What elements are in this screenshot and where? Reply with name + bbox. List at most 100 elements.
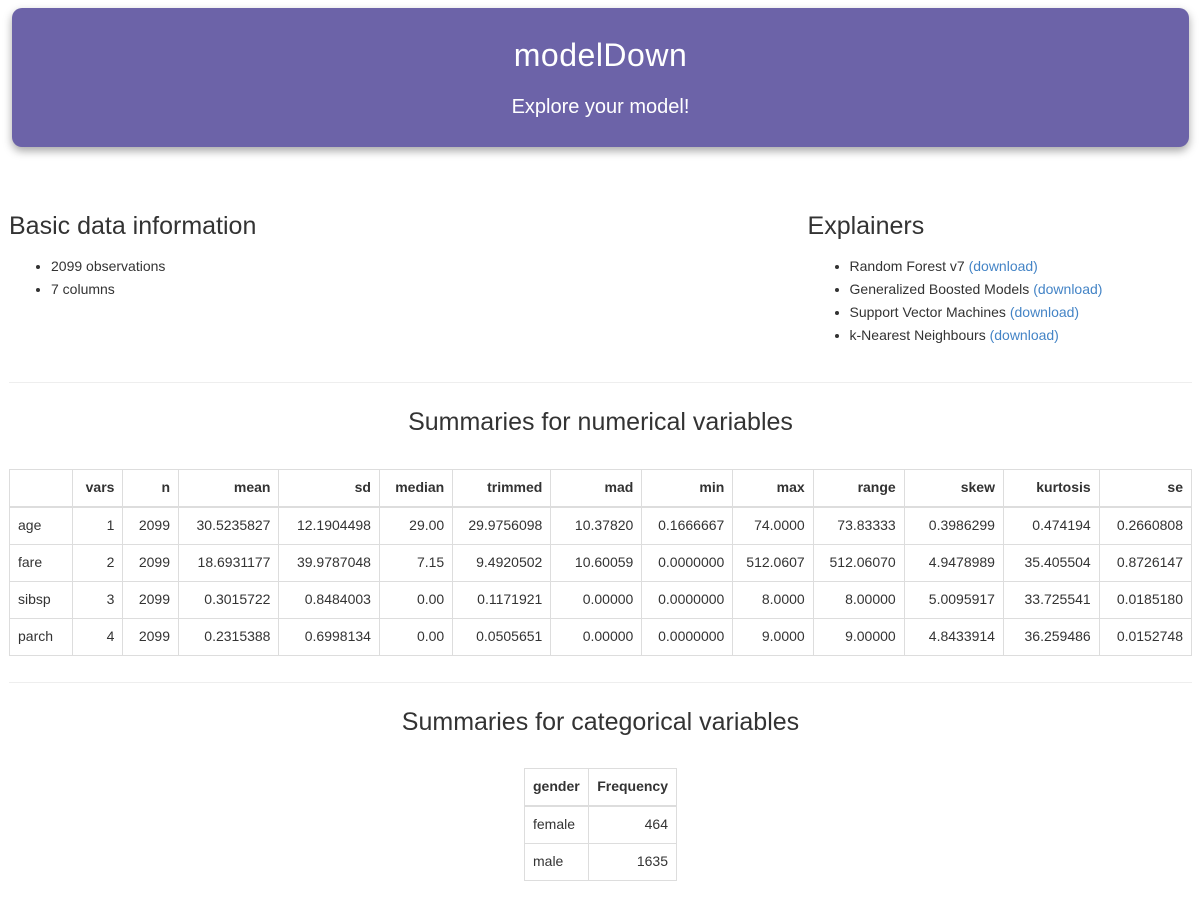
table-cell: 0.00 [378,617,454,656]
explainers-list: Random Forest v7 (download)Generalized B… [808,257,1192,346]
list-item: 2099 observations [51,257,808,277]
app-subtitle: Explore your model! [511,95,690,118]
column-header: max [732,468,814,508]
table-cell: 2099 [122,543,179,582]
page-header-banner: modelDown Explore your model! [12,8,1189,148]
column-header: mad [550,468,643,508]
table-cell: 8.00000 [812,580,905,619]
explainer-name: Generalized Boosted Models [849,280,1034,297]
table-cell: 4.9478989 [903,543,1004,582]
table-cell: 1 [71,506,124,545]
explainers-section: Explainers Random Forest v7 (download)Ge… [808,187,1192,356]
table-cell: 0.8726147 [1098,543,1193,582]
table-cell: 5.0095917 [903,580,1004,619]
column-header: range [812,468,905,508]
main-content: Basic data information 2099 observations… [0,187,1201,905]
numerical-table-header-row: vars n mean sd median trimmed mad min max range sk… [9,468,1193,508]
table-row: parch 4 2099 0.2315388 0.6998134 0.00 0.050565… [9,617,1193,656]
table-cell: 36.259486 [1002,617,1100,656]
column-header [9,468,73,508]
table-cell: 35.405504 [1002,543,1100,582]
table-cell: 18.6931177 [177,543,280,582]
table-cell: 0.00000 [550,580,643,619]
list-item: Random Forest v7 (download) [850,257,1192,277]
list-item: Support Vector Machines (download) [850,303,1192,323]
table-cell: 2099 [122,617,179,656]
table-cell: 4 [71,617,124,656]
basic-data-list: 2099 observations 7 columns [9,257,808,300]
info-row: Basic data information 2099 observations… [9,187,1192,356]
download-link[interactable]: (download) [1009,303,1080,320]
column-header: gender [524,768,589,808]
table-cell: age [9,506,73,545]
download-link[interactable]: (download) [989,326,1059,343]
table-row: female 464 [524,805,677,845]
explainer-name: Support Vector Machines [849,303,1010,320]
categorical-summary-table: gender Frequency female 464 male 1635 [524,768,677,882]
table-cell: 464 [588,805,677,845]
column-header: kurtosis [1002,468,1100,508]
download-link[interactable]: (download) [968,257,1038,274]
numerical-summary-table-wrap: vars n mean sd median trimmed mad min max range sk… [9,468,1193,656]
table-cell: male [524,843,589,882]
table-cell: 10.60059 [550,543,643,582]
table-row: fare 2 2099 18.6931177 39.9787048 7.15 9.49205… [9,543,1193,582]
column-header: Frequency [588,768,677,808]
table-cell: 3 [71,580,124,619]
table-cell: 30.5235827 [177,506,280,545]
column-header: trimmed [452,468,552,508]
table-cell: 39.9787048 [278,543,380,582]
categorical-table-body: female 464 male 1635 [524,805,677,882]
table-cell: parch [9,617,73,656]
table-cell: 2 [71,543,124,582]
column-header: median [378,468,454,508]
table-cell: 0.2315388 [177,617,280,656]
numerical-summary-heading: Summaries for numerical variables [408,407,793,436]
bottom-spacer [9,881,1192,905]
table-cell: 29.00 [378,506,454,545]
table-cell: 0.8484003 [278,580,380,619]
table-row: age 1 2099 30.5235827 12.1904498 29.00 29.9756… [9,506,1193,545]
column-header: mean [177,468,280,508]
table-cell: 0.1171921 [452,580,552,619]
table-cell: 29.9756098 [452,506,552,545]
list-item: 7 columns [51,280,808,300]
table-cell: 0.1666667 [641,506,734,545]
basic-data-heading: Basic data information [9,212,257,241]
table-cell: 33.725541 [1002,580,1100,619]
modeldown-page: modelDown Explore your model! Basic data… [0,8,1201,905]
table-cell: 73.83333 [812,506,905,545]
table-cell: 512.06070 [812,543,905,582]
table-cell: 0.3986299 [903,506,1004,545]
table-cell: 10.37820 [550,506,643,545]
table-cell: 1635 [588,843,677,882]
table-cell: 9.00000 [812,617,905,656]
table-cell: 8.0000 [732,580,814,619]
table-cell: 0.3015722 [177,580,280,619]
numerical-summary-table: vars n mean sd median trimmed mad min max range sk… [9,468,1193,656]
table-row: male 1635 [524,843,677,882]
numerical-table-body: age 1 2099 30.5235827 12.1904498 29.00 29.9756… [9,506,1193,656]
categorical-table-header-row: gender Frequency [524,768,677,808]
table-cell: female [524,805,589,845]
table-cell: 0.0185180 [1098,580,1193,619]
table-cell: 0.0152748 [1098,617,1193,656]
column-header: sd [278,468,380,508]
explainer-name: Random Forest v7 [849,257,969,274]
table-cell: 9.4920502 [452,543,552,582]
app-title: modelDown [513,37,688,73]
table-cell: 0.00 [378,580,454,619]
table-cell: 0.474194 [1002,506,1100,545]
explainers-heading: Explainers [807,212,925,241]
column-header: n [122,468,179,508]
table-cell: 9.0000 [732,617,814,656]
table-cell: 0.0505651 [452,617,552,656]
download-link[interactable]: (download) [1033,280,1103,297]
table-cell: 74.0000 [732,506,814,545]
column-header: skew [903,468,1004,508]
table-cell: 4.8433914 [903,617,1004,656]
table-cell: 0.6998134 [278,617,380,656]
table-cell: 7.15 [378,543,454,582]
table-cell: 0.0000000 [641,617,734,656]
basic-data-section: Basic data information 2099 observations… [9,187,808,356]
